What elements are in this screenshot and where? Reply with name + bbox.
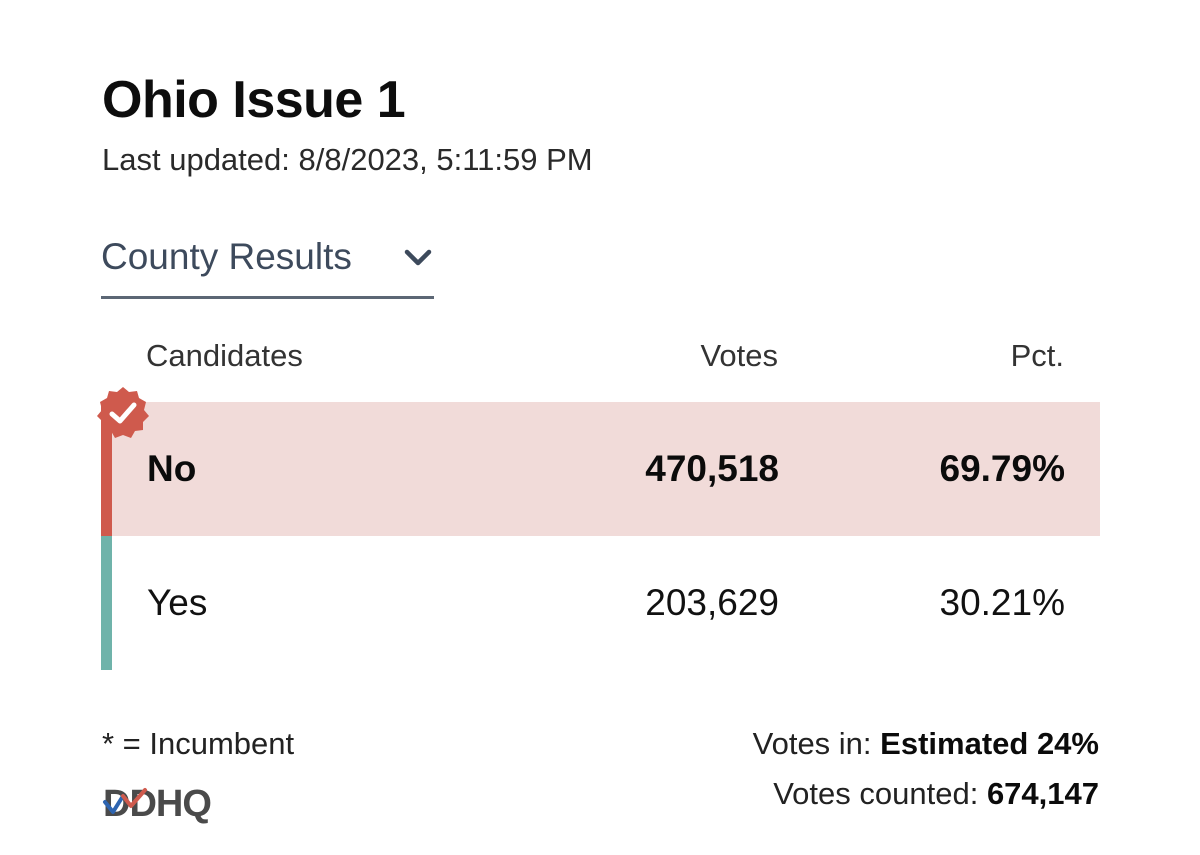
votes-in-value: Estimated 24% bbox=[880, 726, 1099, 761]
votes-in-summary: Votes in: Estimated 24% bbox=[753, 726, 1099, 762]
winner-check-icon bbox=[97, 387, 149, 438]
votes-in-label: Votes in: bbox=[752, 726, 872, 761]
table-row: Yes 203,629 30.21% bbox=[101, 536, 1100, 670]
candidate-name: Yes bbox=[147, 582, 208, 623]
candidate-name: No bbox=[147, 448, 197, 489]
results-view-dropdown[interactable]: County Results bbox=[101, 232, 434, 299]
ddhq-logo: DDHQ bbox=[103, 783, 212, 825]
table-row: No 470,518 69.79% bbox=[101, 402, 1100, 536]
dropdown-selected-label: County Results bbox=[101, 236, 352, 277]
page-title: Ohio Issue 1 bbox=[102, 71, 406, 129]
incumbent-note: * = Incumbent bbox=[102, 726, 295, 761]
svg-text:DDHQ: DDHQ bbox=[103, 783, 211, 825]
candidate-color-bar bbox=[101, 536, 112, 670]
column-header-pct: Pct. bbox=[1010, 338, 1064, 373]
votes-counted-summary: Votes counted: 674,147 bbox=[773, 776, 1099, 812]
column-header-candidates: Candidates bbox=[146, 338, 303, 373]
chevron-down-icon bbox=[404, 249, 432, 266]
votes-counted-value: 674,147 bbox=[986, 776, 1099, 811]
candidate-votes: 203,629 bbox=[645, 582, 779, 623]
last-updated-text: Last updated: 8/8/2023, 5:11:59 PM bbox=[102, 142, 593, 177]
candidate-color-bar bbox=[101, 402, 112, 536]
column-header-votes: Votes bbox=[700, 338, 778, 373]
candidate-pct: 69.79% bbox=[939, 448, 1066, 489]
candidate-votes: 470,518 bbox=[645, 448, 779, 489]
candidate-pct: 30.21% bbox=[939, 582, 1066, 623]
votes-counted-label: Votes counted: bbox=[773, 776, 979, 811]
